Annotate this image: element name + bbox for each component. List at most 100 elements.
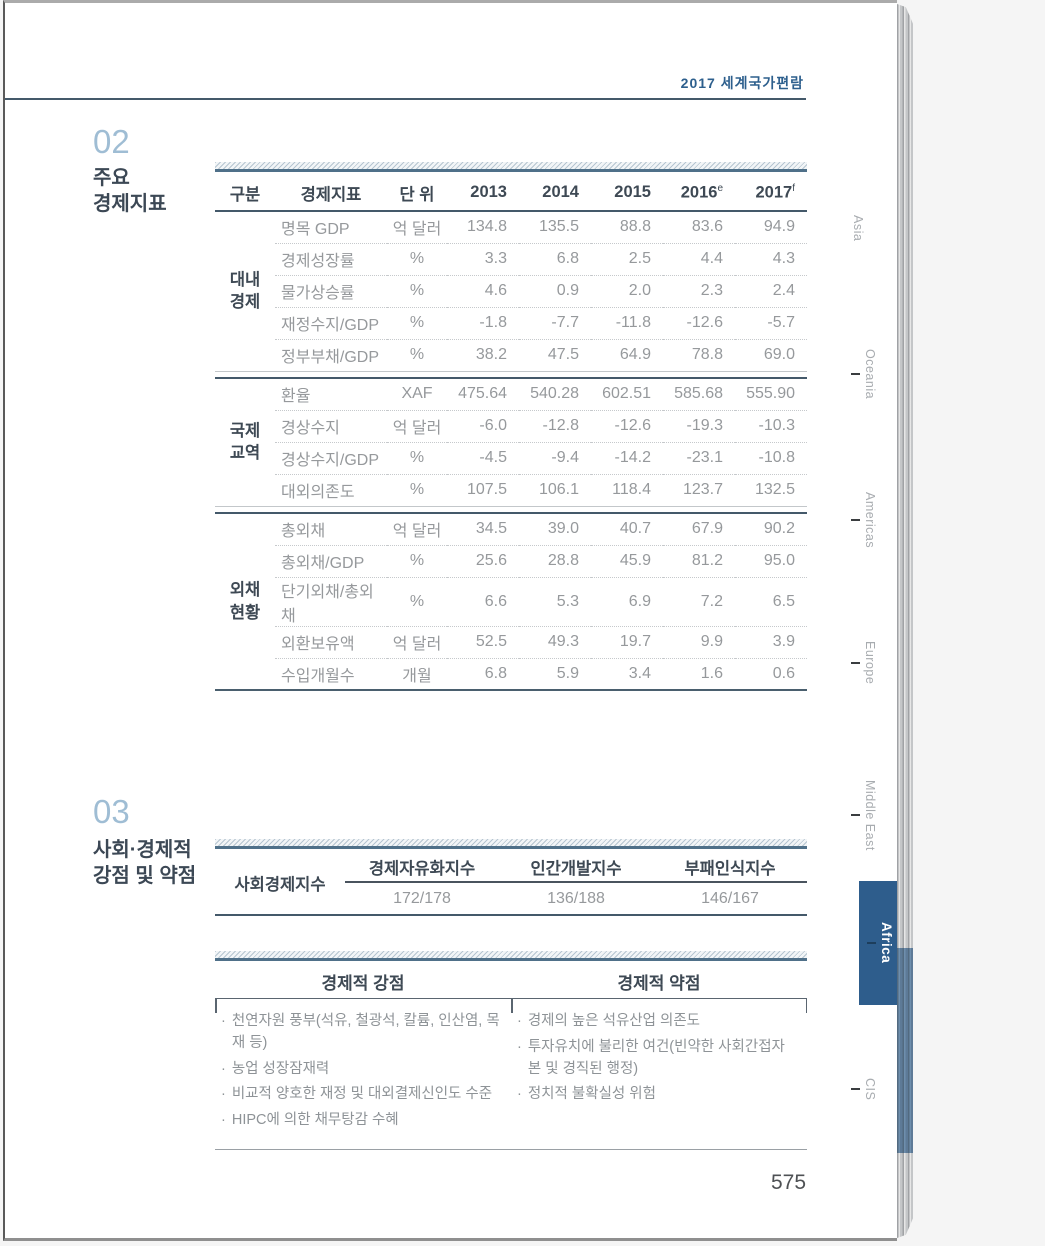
bullet-dot: · <box>221 1013 226 1029</box>
unit-cell: 억 달러 <box>392 523 442 541</box>
value-cell: -10.3 <box>735 409 807 442</box>
page-sheet: 2017 세계국가편람 02 주요 경제지표 구분 경제지표 단 위 2013 … <box>3 0 902 1241</box>
value-cell: 9.9 <box>663 625 735 658</box>
table-hatch-band <box>215 839 807 849</box>
value-cell: 3.9 <box>735 625 807 658</box>
tab-label: Africa <box>879 922 894 964</box>
tab-tick <box>851 1088 860 1090</box>
strengths-column: · 천연자원 풍부(석유, 철광석, 칼륨, 인산염, 목재 등) · 농업 성장잠재… <box>215 999 511 1149</box>
value-cell: -7.7 <box>519 306 591 339</box>
col-header-unit: 단 위 <box>387 175 447 212</box>
unit-cell: 개월 <box>387 657 447 690</box>
side-tab-cis: CIS <box>851 1059 899 1119</box>
side-tab-americas: Americas <box>851 489 899 551</box>
swot-list-item: · 비교적 양호한 재정 및 대외결제신인도 수준 <box>221 1084 501 1106</box>
value-cell: 94.9 <box>763 218 795 236</box>
value-cell: -12.6 <box>663 306 735 339</box>
header-rule <box>5 98 806 100</box>
side-tab-africa: Africa <box>859 881 902 1005</box>
value-cell: 6.5 <box>735 576 807 626</box>
swot-list-item: · 경제의 높은 석유산업 의존도 <box>517 1011 797 1033</box>
index-col-human-development: 인간개발지수 <box>499 852 653 883</box>
indicator-row: 외환보유액 억 달러 52.5 49.3 19.7 9.9 3.9 <box>215 625 807 658</box>
value-cell: 39.0 <box>547 520 579 538</box>
table-hatch-band <box>215 162 807 172</box>
section-title-line: 강점 및 약점 <box>93 865 197 887</box>
value-cell: 134.8 <box>466 218 507 236</box>
group-label: 외채 현황 <box>215 513 275 690</box>
value-cell: -9.4 <box>519 441 591 474</box>
book-page-edge <box>897 4 913 1238</box>
tab-tick <box>851 662 860 664</box>
indicator-name-cell: 명목 GDP <box>281 221 350 239</box>
strengths-header: 경제적 강점 <box>321 973 405 993</box>
unit-cell: 억 달러 <box>387 409 447 442</box>
value-cell: 555.90 <box>746 385 795 403</box>
tab-tick <box>851 519 860 521</box>
value-cell: 0.6 <box>735 657 807 690</box>
indicator-name-cell: 물가상승률 <box>275 274 387 307</box>
tab-label: Americas <box>863 491 877 549</box>
estimate-superscript: e <box>717 182 723 194</box>
value-cell: 47.5 <box>519 338 591 371</box>
value-cell: 1.6 <box>663 657 735 690</box>
value-cell: -5.7 <box>735 306 807 339</box>
swot-header-row: 경제적 강점 경제적 약점 <box>215 964 807 998</box>
value-cell: 0.9 <box>519 274 591 307</box>
group-label-line: 국제 <box>229 421 261 440</box>
value-cell: 2.5 <box>591 242 663 275</box>
indicator-row: 국제 교역 환율 XAF 475.64 540.28 602.51 585.68 555.90 <box>215 378 807 462</box>
swot-item-text: 경제의 높은 석유산업 의존도 <box>527 1013 701 1029</box>
indicator-row: 물가상승률% 4.6 0.9 2.0 2.3 2.4 <box>215 274 807 307</box>
side-tab-middle-east: Middle East <box>851 769 899 861</box>
value-cell: 602.51 <box>602 385 651 403</box>
value-cell: -11.8 <box>591 306 663 339</box>
indicator-name-cell: 총외채 <box>281 523 326 541</box>
swot-list-item: · 천연자원 풍부(석유, 철광석, 칼륨, 인산염, 목재 등) <box>221 1011 501 1055</box>
indicator-name-cell: 정부부채/GDP <box>275 338 387 371</box>
value-cell: 78.8 <box>663 338 735 371</box>
value-cell: 540.28 <box>530 385 579 403</box>
running-head: 2017 세계국가편람 <box>680 75 804 91</box>
indicator-name-cell: 재정수지/GDP <box>275 306 387 339</box>
bullet-dot: · <box>221 1112 226 1128</box>
value-cell: 38.2 <box>447 338 519 371</box>
value-cell: 6.8 <box>519 242 591 275</box>
value-cell: -4.5 <box>447 441 519 474</box>
section-title-line: 주요 <box>93 167 130 189</box>
value-cell: 2.3 <box>663 274 735 307</box>
indicator-row: 대외의존도% 107.5 106.1 118.4 123.7 132.5 <box>215 473 807 506</box>
indicator-name-cell: 수입개월수 <box>275 657 387 690</box>
value-cell: 5.9 <box>519 657 591 690</box>
swot-item-text: 비교적 양호한 재정 및 대외결제신인도 수준 <box>231 1086 493 1103</box>
value-cell: 106.1 <box>519 473 591 506</box>
indicator-name-cell: 경제성장률 <box>275 242 387 275</box>
value-cell: 5.3 <box>519 576 591 626</box>
group-label: 대내 경제 <box>215 211 275 371</box>
swot-list-item: · HIPC에 의한 채무탕감 수혜 <box>221 1110 501 1132</box>
swot-list-item: · 정치적 불확실성 위험 <box>517 1084 797 1106</box>
page-number: 575 <box>771 1171 807 1194</box>
value-cell: -10.8 <box>735 441 807 474</box>
bullet-dot: · <box>221 1060 226 1077</box>
indicator-name-cell: 대외의존도 <box>275 473 387 506</box>
value-cell: 585.68 <box>674 385 723 403</box>
value-cell: 3.4 <box>591 657 663 690</box>
unit-cell: % <box>387 274 447 307</box>
tab-tick <box>851 814 860 816</box>
value-cell: 67.9 <box>691 520 723 538</box>
value-cell: 475.64 <box>458 385 507 403</box>
group-label-line: 현황 <box>229 603 261 622</box>
indicator-row: 수입개월수 개월 6.8 5.9 3.4 1.6 0.6 <box>215 657 807 690</box>
value-cell: 7.2 <box>663 576 735 626</box>
section-title-line: 사회·경제적 <box>93 839 192 861</box>
value-cell: 90.2 <box>763 520 795 538</box>
indicator-row: 외채 현황 총외채 억 달러 34.5 39.0 40.7 67.9 90.2 <box>215 513 807 621</box>
value-cell: 2.0 <box>591 274 663 307</box>
section-title-02: 주요 경제지표 <box>93 165 167 217</box>
indicator-row: 경상수지/GDP% -4.5 -9.4 -14.2 -23.1 -10.8 <box>215 441 807 474</box>
bullet-dot: · <box>517 1013 522 1029</box>
indicator-row: 경상수지 억 달러 -6.0 -12.8 -12.6 -19.3 -10.3 <box>215 409 807 442</box>
swot-item-text: 농업 성장잠재력 <box>231 1060 330 1077</box>
value-cell: 107.5 <box>447 473 519 506</box>
